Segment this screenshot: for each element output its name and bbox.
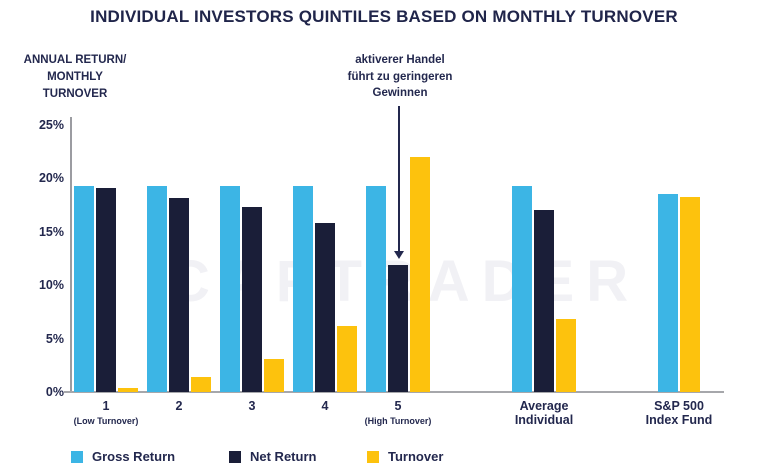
bar-turnover-2 (191, 377, 211, 392)
annotation-arrow-head-icon (394, 251, 404, 259)
x-label-3: 3 (248, 399, 256, 413)
y-axis-line (70, 117, 72, 393)
y-tick-10: 10% (38, 278, 64, 293)
legend-swatch-turnover-icon (367, 450, 379, 463)
x-sublabel-1: (Low Turnover) (73, 416, 139, 426)
bar-turnover-s-p-500-index-fund (680, 196, 700, 392)
legend-item-turnover: Turnover (367, 449, 443, 464)
legend-swatch-gross-return-icon (71, 450, 83, 463)
bar-gross-return-2 (147, 185, 167, 392)
y-tick-25: 25% (38, 118, 64, 132)
bar-gross-return-5 (366, 185, 386, 392)
annotation-line-3: Gewinnen (372, 87, 428, 99)
bar-turnover-4 (337, 325, 357, 392)
bar-gross-return-average-individual (512, 185, 532, 392)
bar-gross-return-1 (74, 185, 94, 392)
legend-label-turnover: Turnover (388, 449, 444, 464)
bar-turnover-5 (410, 157, 430, 392)
bar-net-return-1 (96, 188, 116, 392)
legend-item-gross-return: Gross Return (71, 449, 175, 464)
x-axis-line (64, 391, 724, 393)
x-label-4: 4 (321, 399, 329, 413)
y-tick-5: 5% (45, 331, 64, 346)
annotation-line-2: führt zu geringeren (347, 70, 453, 83)
bar-gross-return-3 (220, 185, 240, 392)
y-axis-title-line-1: ANNUAL RETURN/ (23, 54, 127, 66)
legend-item-net-return: Net Return (229, 449, 316, 464)
bar-net-return-5 (388, 264, 408, 392)
x-sublabel-5: (High Turnover) (364, 416, 432, 426)
bar-gross-return-s-p-500-index-fund (658, 194, 678, 392)
y-tick-0: 0% (45, 385, 64, 399)
bar-net-return-4 (315, 223, 335, 392)
y-axis-title: ANNUAL RETURN/ MONTHLY TURNOVER (8, 52, 142, 103)
y-tick-20: 20% (38, 171, 64, 186)
bar-net-return-average-individual (534, 210, 554, 392)
annotation-text: aktiverer Handel führt zu geringeren Gew… (314, 52, 486, 102)
bar-net-return-2 (169, 197, 189, 392)
x-label-average-individual: Average Individual (514, 399, 574, 427)
x-label-5: 5 (394, 399, 402, 413)
annotation-line-1: aktiverer Handel (355, 54, 445, 66)
legend-swatch-net-return-icon (229, 450, 241, 463)
y-tick-15: 15% (38, 224, 64, 239)
x-label-s-p-500-index-fund: S&P 500 Index Fund (645, 399, 713, 427)
bar-turnover-1 (118, 387, 138, 392)
bar-turnover-average-individual (556, 319, 576, 392)
y-axis-title-line-2: MONTHLY (47, 71, 103, 83)
legend-label-net-return: Net Return (250, 449, 317, 464)
y-axis-title-line-3: TURNOVER (42, 88, 108, 100)
x-label-1: 1 (102, 399, 110, 413)
x-label-2: 2 (175, 399, 183, 413)
bar-gross-return-4 (293, 185, 313, 392)
legend-label-gross-return: Gross Return (92, 449, 176, 464)
chart-title: INDIVIDUAL INVESTORS QUINTILES BASED ON … (90, 7, 678, 26)
bar-turnover-3 (264, 358, 284, 392)
bar-net-return-3 (242, 207, 262, 392)
annotation-arrow-line (398, 106, 400, 252)
